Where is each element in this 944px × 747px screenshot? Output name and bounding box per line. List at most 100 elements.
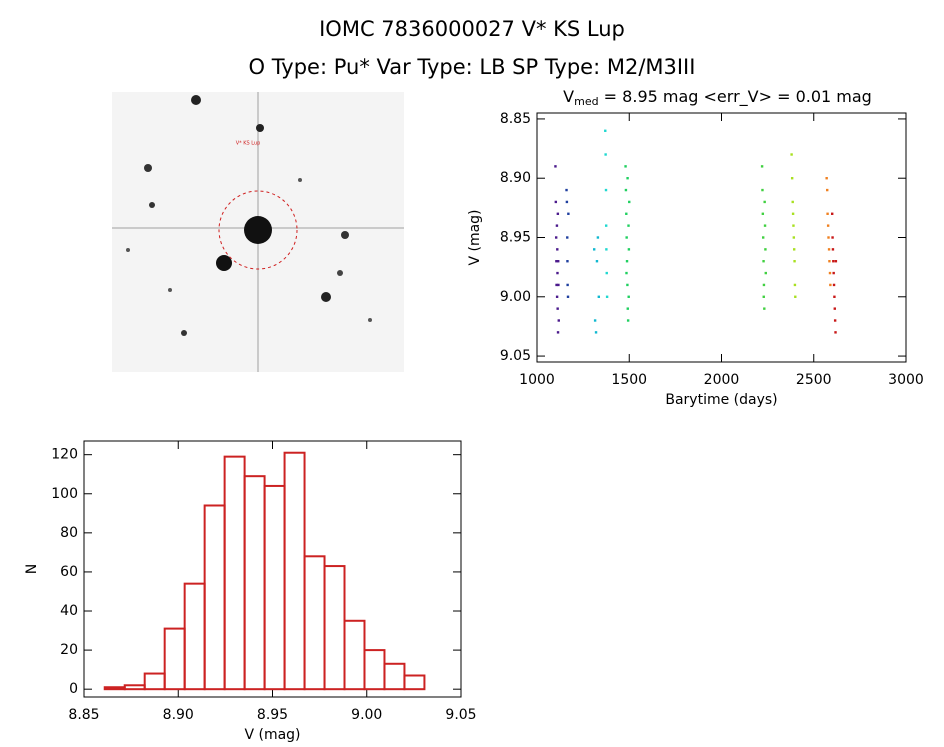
- x-tick-label: 8.85: [68, 707, 99, 723]
- star: [298, 178, 302, 182]
- point: [832, 283, 836, 287]
- point: [604, 224, 608, 227]
- bar: [403, 674, 426, 691]
- x-tick-label: 8.95: [257, 707, 288, 723]
- star: [244, 216, 272, 244]
- point: [604, 188, 608, 192]
- point: [627, 295, 630, 298]
- point: [557, 283, 560, 287]
- point: [833, 319, 837, 322]
- point: [556, 212, 560, 215]
- point: [626, 177, 629, 180]
- y-tick-label: 8.85: [500, 111, 531, 127]
- y-tick-label: 100: [51, 486, 78, 502]
- point: [762, 295, 765, 298]
- point: [763, 307, 766, 310]
- y-axis-label: V (mag): [467, 209, 483, 265]
- x-tick-label: 2000: [704, 372, 740, 388]
- point: [625, 271, 628, 275]
- point: [592, 248, 596, 251]
- x-tick-label: 1500: [611, 372, 647, 388]
- point: [832, 271, 835, 275]
- point: [762, 283, 766, 287]
- x-axis-label: V (mag): [244, 727, 300, 743]
- point: [827, 248, 831, 251]
- star: [191, 95, 201, 105]
- x-tick-label: 8.90: [163, 707, 194, 723]
- bar: [163, 627, 186, 691]
- point: [556, 271, 559, 275]
- point: [597, 295, 601, 298]
- point: [831, 248, 835, 251]
- star: [256, 124, 264, 132]
- star: [216, 255, 232, 271]
- point: [625, 212, 628, 215]
- point: [626, 283, 629, 287]
- point: [555, 283, 558, 287]
- point: [604, 153, 607, 156]
- point: [826, 188, 829, 192]
- star: [144, 164, 152, 172]
- x-tick-label: 9.05: [445, 707, 476, 723]
- x-tick-label: 9.00: [351, 707, 382, 723]
- point: [761, 212, 765, 215]
- star: [368, 318, 372, 322]
- point: [627, 248, 631, 251]
- star: [321, 292, 331, 302]
- point: [557, 319, 560, 322]
- star-image: V* KS Lup: [112, 92, 404, 372]
- image-label: V* KS Lup: [236, 141, 261, 147]
- point: [792, 224, 795, 227]
- star: [337, 270, 343, 276]
- point: [566, 295, 570, 298]
- point: [566, 260, 569, 263]
- bar: [143, 672, 166, 691]
- star: [341, 231, 349, 239]
- point: [624, 188, 628, 192]
- y-tick-label: 9.05: [500, 348, 531, 364]
- plot-title: Vmed = 8.95 mag <err_V> = 0.01 mag: [563, 87, 872, 109]
- bar: [343, 619, 366, 691]
- point: [554, 200, 558, 204]
- plot-frame: [536, 112, 907, 363]
- star: [168, 288, 172, 292]
- point: [626, 319, 630, 322]
- point: [567, 212, 570, 215]
- bar: [283, 451, 306, 691]
- title-part: V: [563, 87, 574, 106]
- point: [604, 129, 607, 132]
- point: [826, 212, 829, 215]
- y-tick-label: 8.90: [500, 170, 531, 186]
- x-tick-label: 1000: [519, 372, 555, 388]
- point: [829, 283, 832, 287]
- point: [605, 248, 608, 251]
- point: [565, 200, 569, 204]
- star: [181, 330, 187, 336]
- point: [566, 283, 569, 287]
- bar: [243, 475, 266, 691]
- y-tick-label: 9.00: [500, 289, 531, 305]
- point: [555, 295, 559, 298]
- y-tick-label: 8.95: [500, 230, 531, 246]
- bar: [223, 455, 246, 691]
- point: [794, 295, 797, 298]
- y-tick-label: 20: [60, 642, 78, 658]
- point: [624, 165, 627, 168]
- point: [833, 295, 836, 298]
- subtitle: O Type: Pu* Var Type: LB SP Type: M2/M3I…: [249, 55, 696, 79]
- point: [793, 283, 797, 287]
- point: [790, 177, 794, 180]
- point: [625, 236, 628, 239]
- point: [833, 307, 836, 310]
- point: [555, 260, 558, 263]
- point: [764, 248, 767, 251]
- point: [791, 200, 794, 204]
- point: [793, 260, 796, 263]
- point: [827, 236, 830, 239]
- point: [828, 260, 831, 263]
- plot-frame: [83, 440, 462, 698]
- star: [126, 248, 130, 252]
- point: [792, 236, 796, 239]
- point: [764, 271, 767, 275]
